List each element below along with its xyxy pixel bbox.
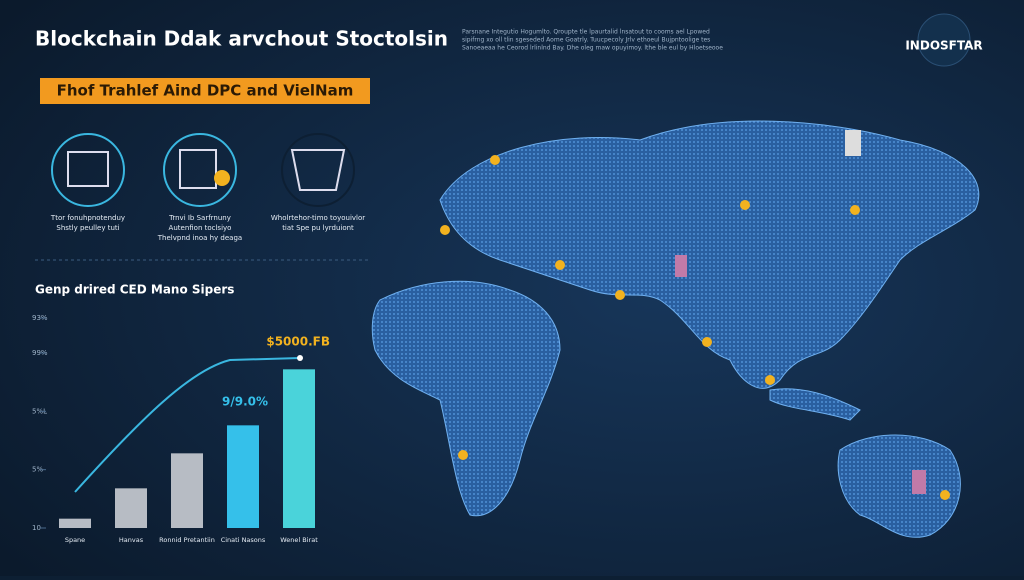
map-markers xyxy=(440,130,950,500)
x-tick-label: Wenel Birat xyxy=(280,536,318,544)
marker xyxy=(440,225,450,235)
logo: INDOSFTAR xyxy=(905,39,982,53)
y-tick-label: 10 xyxy=(32,524,41,532)
banner xyxy=(40,78,370,104)
trend-line xyxy=(74,357,301,493)
blurb-line: Parsnane Integutio Hogumlto. Qroupte tle… xyxy=(462,29,710,36)
marker xyxy=(850,205,860,215)
chart-title: Genp drired CED Mano Sipers xyxy=(35,283,234,297)
blurb-line: Sanoeaeaa he Ceorod lrlinlnd Bay. Dhe ol… xyxy=(462,45,723,52)
marker xyxy=(490,155,500,165)
marker xyxy=(555,260,565,270)
bar xyxy=(59,518,91,528)
map xyxy=(371,120,980,538)
icon-ring xyxy=(163,133,237,207)
bar xyxy=(171,453,203,528)
marker xyxy=(740,200,750,210)
annotation: 9/9.0% xyxy=(222,395,268,409)
continent xyxy=(371,280,561,517)
blurb: Parsnane Integutio Hogumlto. Qroupte tle… xyxy=(462,29,723,52)
captions: Ttor fonuhpnotenduy Shstly peulley tuti Tr… xyxy=(50,214,365,242)
x-tick-label: Cinati Nasons xyxy=(221,536,266,544)
trend-end xyxy=(297,355,303,361)
marker xyxy=(940,490,950,500)
marker xyxy=(615,290,625,300)
bar xyxy=(115,488,147,528)
icon xyxy=(179,149,217,189)
icon xyxy=(290,149,346,191)
y-tick-label: 93% xyxy=(32,314,48,322)
feature-caption: tiat Spe pu lyrduiont xyxy=(282,224,354,232)
feature-caption: Wholrtehor-timo toyouivlor xyxy=(271,214,365,222)
icon xyxy=(214,170,230,186)
feature-icons xyxy=(51,133,355,207)
x-tick-label: Hanvas xyxy=(119,536,144,544)
icon-ring xyxy=(281,133,355,207)
annotation: $5000.FB xyxy=(266,335,330,349)
feature-caption: Thelvpnd inoa hy deaga xyxy=(157,234,242,242)
feature-caption: Shstly peulley tuti xyxy=(56,224,119,232)
y-tick-label: 5% xyxy=(32,466,43,474)
y-tick-label: 5%L xyxy=(32,407,47,415)
x-tick-label: Ronnid Pretantiin xyxy=(159,536,215,544)
marker xyxy=(765,375,775,385)
marker xyxy=(702,337,712,347)
title: Blockchain Ddak arvchout Stoctolsin xyxy=(35,27,448,51)
banner-text: Fhof Trahlef Aind DPC and VielNam xyxy=(57,82,354,100)
island xyxy=(769,388,861,421)
feature-caption: Autenfion toclsiyo xyxy=(169,224,232,232)
bar xyxy=(227,425,259,528)
icon-ring xyxy=(51,133,125,207)
bar xyxy=(283,369,315,528)
marker xyxy=(458,450,468,460)
feature-caption: Ttor fonuhpnotenduy xyxy=(50,214,125,222)
building xyxy=(912,470,926,494)
logo-badge xyxy=(917,13,971,67)
y-tick-label: 99% xyxy=(32,349,48,357)
continent xyxy=(837,434,961,538)
x-tick-label: Spane xyxy=(65,536,85,544)
icon xyxy=(67,151,109,187)
bar-chart: 10 5% 5%L 99% 93% Spane Hanvas Ronnid Pretantii… xyxy=(32,314,330,544)
blurb-line: sipifrng xo oll tlin sgeseded Aome Goatr… xyxy=(462,37,710,44)
building xyxy=(845,130,861,156)
continent xyxy=(439,120,980,389)
feature-caption: Trnvi Ib Sarfrnuny xyxy=(168,214,231,222)
building xyxy=(675,255,687,277)
